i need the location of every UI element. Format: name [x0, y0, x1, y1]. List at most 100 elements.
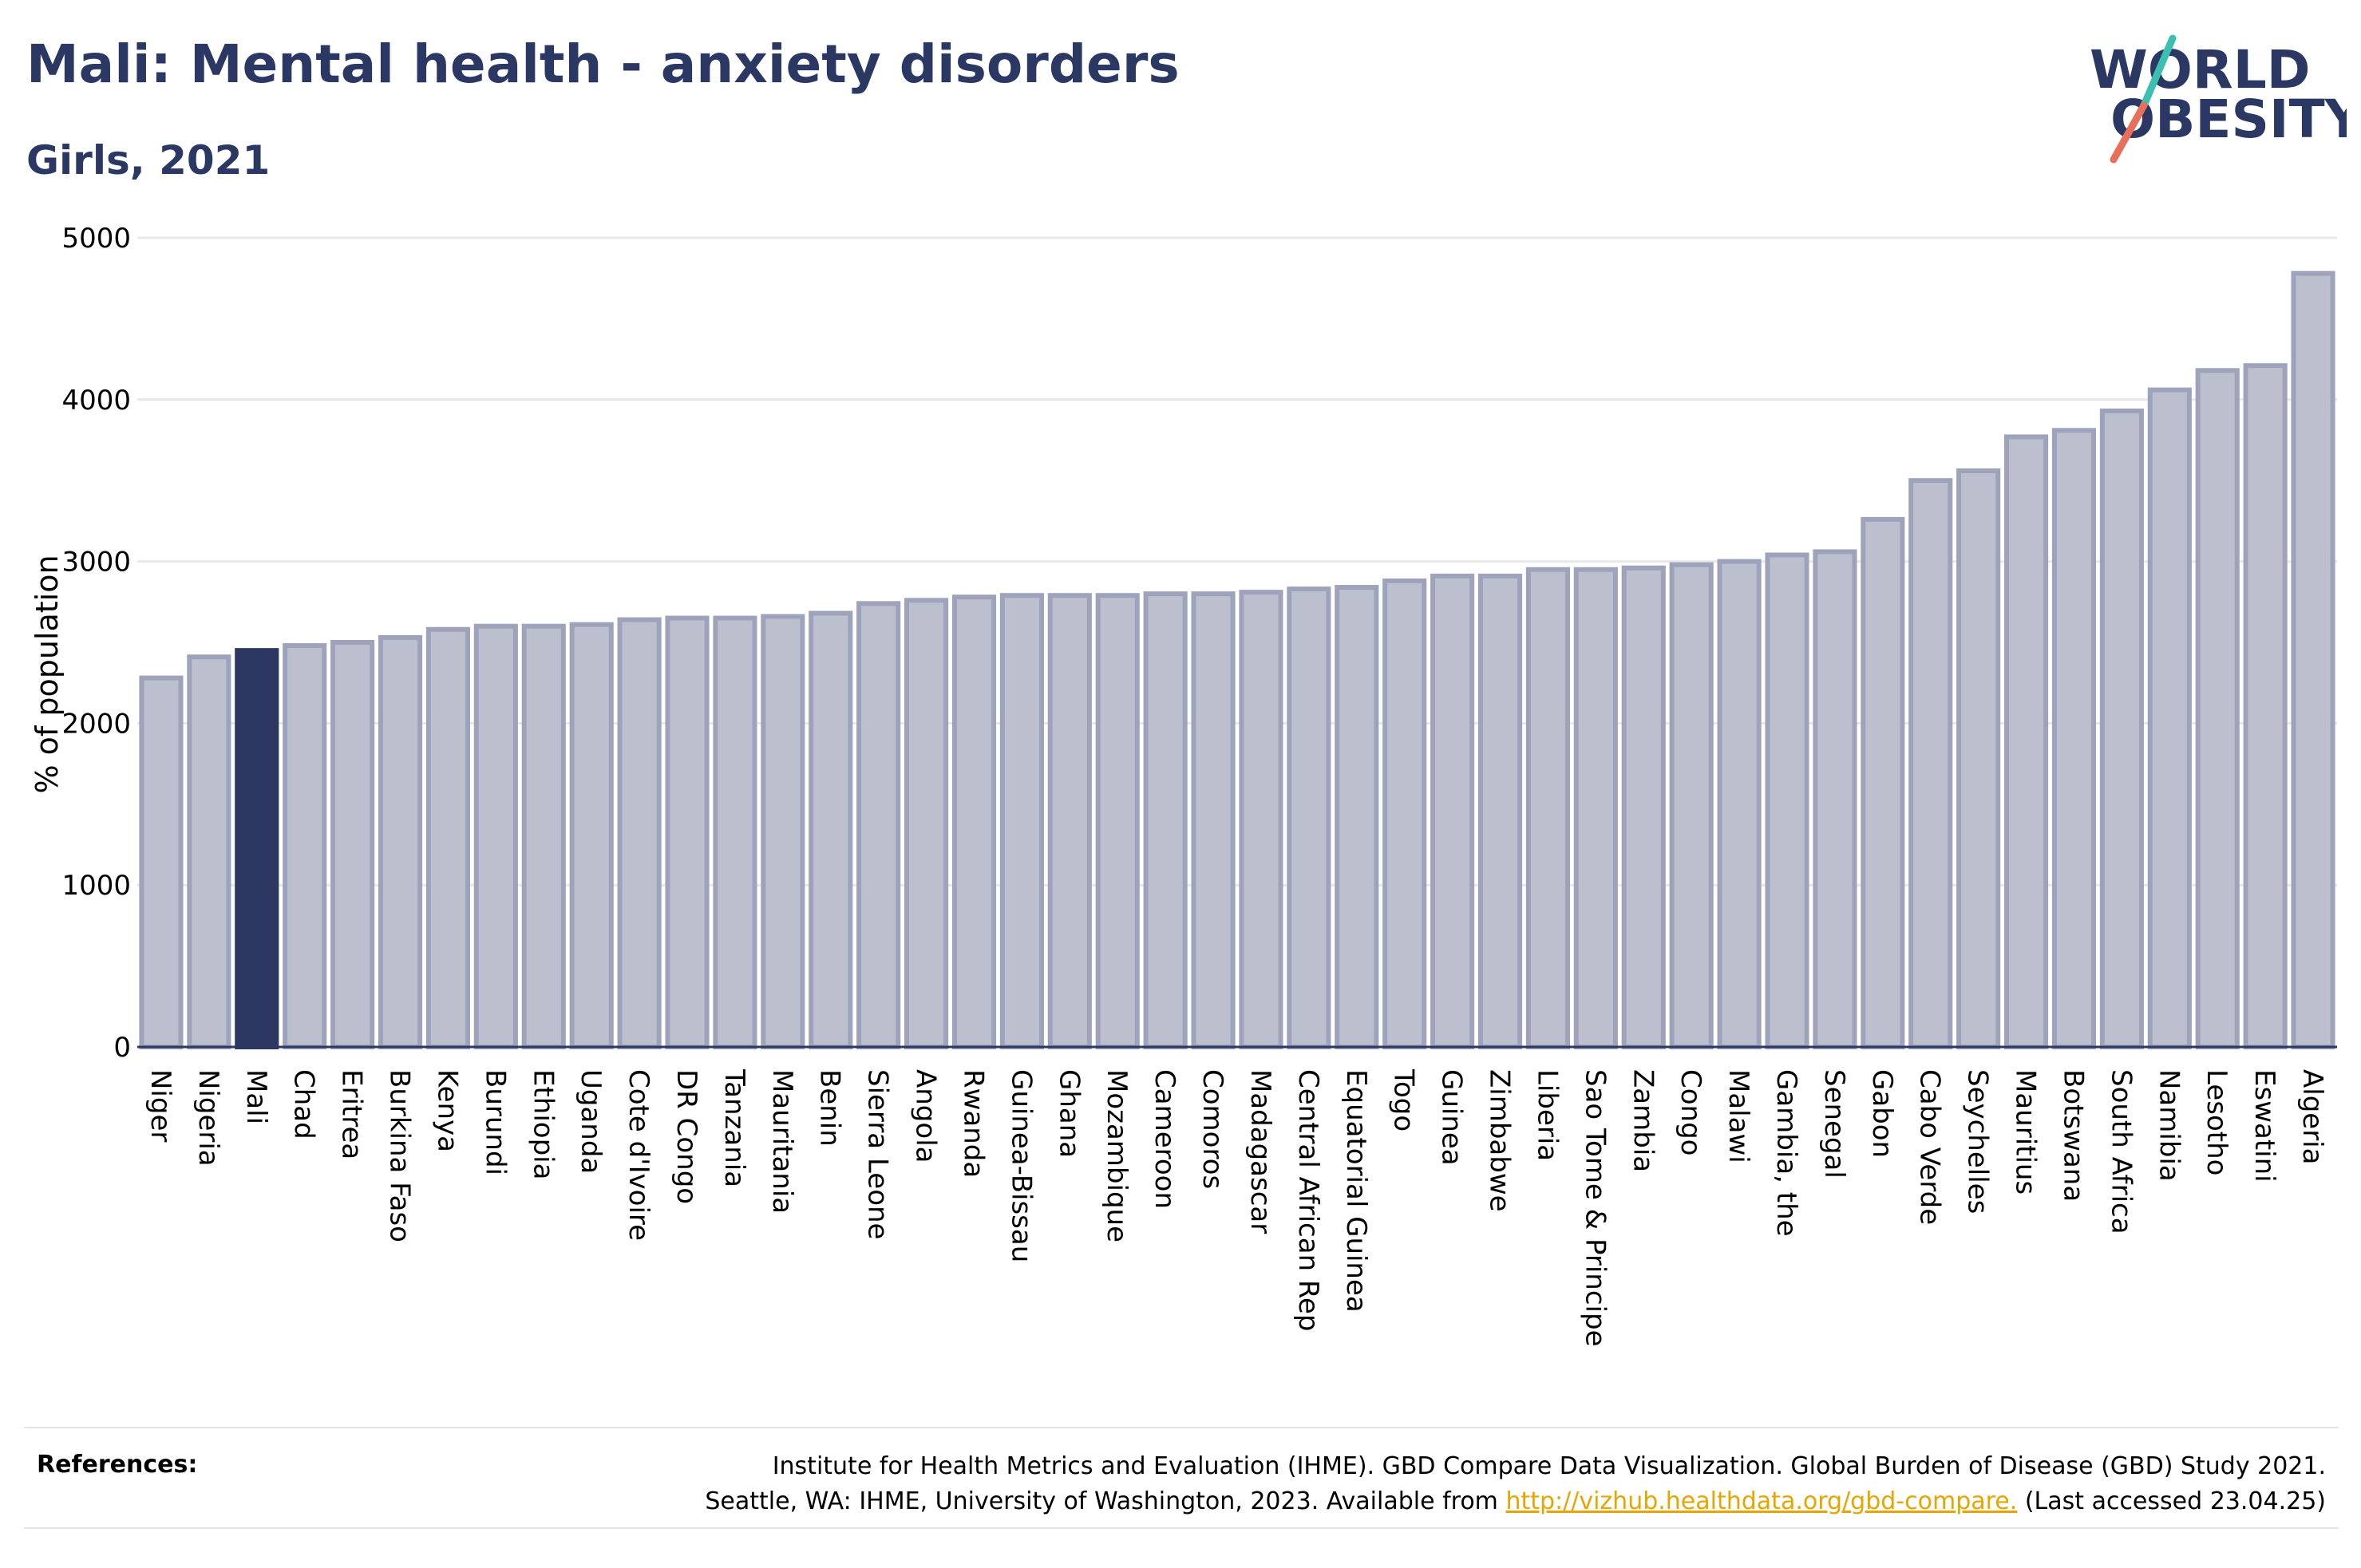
x-tick-label: Chad	[288, 1069, 320, 1139]
bar-lesotho	[2195, 368, 2240, 1049]
bar-mauritania	[761, 614, 805, 1049]
x-tick-label: Benin	[814, 1069, 846, 1147]
x-tick-label: Niger	[144, 1069, 176, 1142]
references-link[interactable]: http://vizhub.healthdata.org/gbd-compare…	[1505, 1487, 2018, 1515]
x-tick-label: Congo	[1675, 1069, 1706, 1155]
bar-mali	[235, 648, 279, 1049]
x-tick-label: Ethiopia	[527, 1069, 559, 1179]
y-tick-label: 2000	[61, 708, 131, 740]
bar-eritrea	[330, 640, 375, 1049]
bar-senegal	[1813, 549, 1857, 1049]
x-tick-label: Togo	[1388, 1068, 1420, 1132]
bar-eswatini	[2243, 363, 2288, 1050]
x-tick-label: Gambia, the	[1770, 1069, 1802, 1237]
bar-ethiopia	[521, 623, 566, 1049]
logo-line1: WORLD	[2090, 39, 2311, 101]
x-tick-label: Comoros	[1196, 1069, 1228, 1189]
logo-slash-coral	[2110, 101, 2148, 164]
bar-cote-d-ivoire	[617, 617, 662, 1049]
x-tick-label: Angola	[910, 1069, 942, 1163]
x-tick-label: Seychelles	[1962, 1069, 1994, 1214]
x-tick-label: Nigeria	[192, 1069, 224, 1167]
bar-chad	[283, 643, 327, 1050]
bar-central-african-rep	[1287, 587, 1331, 1049]
bar-rwanda	[951, 594, 997, 1049]
bar-comoros	[1191, 591, 1236, 1049]
bar-chart: 0 1000 2000 3000 4000 5000 Niger Nigeria Mali Ch…	[30, 223, 2337, 1347]
bar-niger	[139, 675, 184, 1050]
bar-malawi	[1717, 559, 1762, 1049]
x-tick-label: Gabon	[1866, 1069, 1898, 1158]
bar-equatorial-guinea	[1335, 585, 1379, 1049]
x-tick-label: Zimbabwe	[1484, 1069, 1516, 1212]
x-tick-label: Lesotho	[2201, 1069, 2232, 1175]
bar-guinea-bissau	[999, 593, 1044, 1049]
references-text: Institute for Health Metrics and Evaluat…	[705, 1449, 2326, 1519]
y-tick-label: 4000	[61, 385, 131, 417]
y-tick-label: 5000	[61, 223, 131, 255]
bar-uganda	[569, 622, 614, 1049]
y-tick-label: 1000	[61, 870, 131, 902]
bar-burundi	[473, 623, 518, 1049]
x-tick-label: Central African Rep	[1292, 1069, 1324, 1332]
x-tick-label: Kenya	[431, 1069, 463, 1152]
x-tick-label: Burundi	[479, 1069, 511, 1175]
bar-guinea	[1430, 573, 1475, 1049]
bar-togo	[1382, 578, 1427, 1049]
x-axis-ticks: Niger Nigeria Mali Chad Eritrea Burkina Faso K…	[144, 1068, 2328, 1347]
x-tick-label: Madagascar	[1244, 1069, 1276, 1234]
x-tick-label: Sao Tome & Principe	[1579, 1069, 1611, 1347]
y-axis-ticks: 0 1000 2000 3000 4000 5000	[61, 223, 131, 1064]
bar-sao-tome-principe	[1573, 567, 1618, 1049]
bar-kenya	[425, 626, 470, 1049]
bar-dr-congo	[665, 615, 710, 1049]
x-tick-label: Rwanda	[957, 1069, 989, 1178]
x-tick-label: DR Congo	[670, 1069, 702, 1204]
x-tick-label: Ghana	[1053, 1069, 1085, 1158]
x-tick-label: Cote d'Ivoire	[623, 1069, 655, 1241]
x-tick-label: Botswana	[2057, 1069, 2089, 1202]
bar-congo	[1669, 562, 1714, 1049]
bar-sierra-leone	[856, 601, 901, 1049]
x-tick-label: Eritrea	[336, 1069, 368, 1159]
references-line2-prefix: Seattle, WA: IHME, University of Washing…	[705, 1487, 1506, 1515]
x-tick-label: Equatorial Guinea	[1340, 1069, 1372, 1313]
x-tick-label: Mauritania	[766, 1069, 798, 1214]
x-tick-label: Malawi	[1722, 1069, 1754, 1163]
x-tick-label: Liberia	[1531, 1069, 1563, 1161]
bar-zimbabwe	[1477, 573, 1523, 1049]
bar-cameroon	[1143, 591, 1188, 1049]
bar-cabo-verde	[1908, 478, 1953, 1049]
x-tick-label: Namibia	[2153, 1069, 2185, 1182]
chart-title: Mali: Mental health - anxiety disorders	[26, 34, 1180, 95]
x-tick-label: Guinea	[1436, 1069, 1468, 1166]
references-line1: Institute for Health Metrics and Evaluat…	[772, 1452, 2326, 1480]
bars	[139, 271, 2335, 1050]
x-tick-label: Uganda	[575, 1069, 607, 1174]
y-tick-label: 3000	[61, 547, 131, 579]
logo-slash-teal	[2140, 34, 2177, 109]
x-tick-label: Mozambique	[1101, 1069, 1133, 1242]
x-tick-label: Zambia	[1627, 1069, 1659, 1172]
x-tick-label: South Africa	[2105, 1069, 2137, 1234]
x-tick-label: Burkina Faso	[384, 1069, 416, 1242]
x-tick-label: Eswatini	[2248, 1069, 2280, 1183]
x-tick-label: Tanzania	[718, 1068, 750, 1187]
references-panel: References: Institute for Health Metrics…	[24, 1427, 2339, 1529]
bar-gabon	[1861, 516, 1905, 1049]
x-tick-label: Sierra Leone	[862, 1069, 894, 1239]
bar-ghana	[1047, 593, 1092, 1049]
chart-subtitle: Girls, 2021	[26, 137, 271, 184]
bar-namibia	[2147, 387, 2192, 1049]
bar-mozambique	[1095, 593, 1140, 1049]
x-tick-label: Algeria	[2296, 1069, 2328, 1164]
bar-burkina-faso	[378, 634, 423, 1049]
bar-angola	[904, 598, 949, 1049]
bar-botswana	[2051, 428, 2097, 1049]
bar-algeria	[2291, 271, 2335, 1049]
x-tick-label: Guinea-Bissau	[1005, 1069, 1037, 1262]
bar-seychelles	[1956, 468, 2001, 1049]
bar-south-africa	[2099, 408, 2144, 1049]
world-obesity-logo: WORLD OBESITY	[2090, 34, 2347, 164]
references-line2-suffix: (Last accessed 23.04.25)	[2017, 1487, 2326, 1515]
